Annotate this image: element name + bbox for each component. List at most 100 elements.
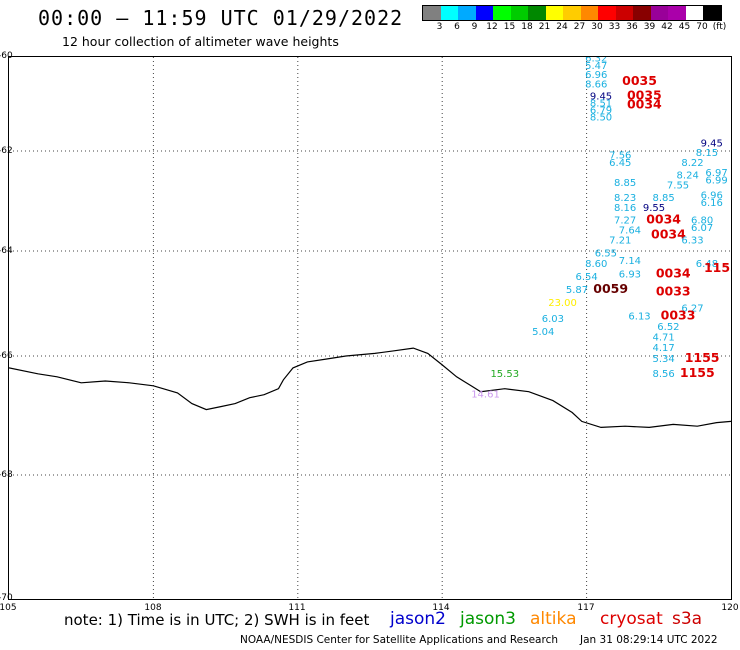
color-scale-label: 18 (521, 22, 533, 32)
satellite-legend-jason2: jason2 (390, 609, 446, 629)
wave-height-label: 6.27 (681, 303, 703, 314)
wave-height-label: 6.16 (701, 198, 723, 209)
x-tick-label: 105 (0, 603, 17, 613)
color-scale-label: 24 (556, 22, 568, 32)
wave-height-label: 8.51 (590, 98, 612, 109)
generated-timestamp: Jan 31 08:29:14 UTC 2022 (580, 634, 718, 646)
color-scale-label: 3 (436, 22, 443, 32)
wave-height-label: 7.55 (667, 181, 689, 192)
wave-height-label: 15.53 (490, 369, 519, 380)
color-scale-swatch (545, 6, 563, 20)
wave-height-label: 8.50 (590, 112, 612, 123)
color-scale-swatch (440, 6, 458, 20)
wave-height-label: 6.96 (701, 191, 723, 202)
color-scale-swatch (703, 6, 721, 20)
wave-height-label: 14.61 (471, 390, 500, 401)
color-scale-label: 15 (503, 22, 516, 32)
wave-height-label: 6.52 (657, 322, 679, 333)
satellite-legend-s3a: s3a (672, 609, 703, 629)
wave-height-label: 6.80 (691, 216, 713, 227)
color-scale-swatch (563, 6, 581, 20)
satellite-legend-cryosat: cryosat (600, 609, 663, 629)
wave-height-label: 7.56 (609, 151, 631, 162)
color-scale-label: 9 (471, 22, 478, 32)
color-scale-label: 30 (591, 22, 603, 32)
wave-height-label: 8.24 (677, 171, 699, 182)
x-tick-label: 108 (144, 603, 162, 613)
credit-line: NOAA/NESDIS Center for Satellite Applica… (240, 634, 558, 646)
color-scale-label: 33 (608, 22, 621, 32)
wave-height-label: 0035 (622, 73, 657, 88)
wave-height-label: 6.93 (619, 269, 641, 280)
wave-height-label: 7.64 (619, 226, 641, 237)
wave-height-label: 4.71 (652, 332, 674, 343)
x-tick-label: 114 (432, 603, 450, 613)
color-scale-bar (422, 5, 722, 21)
wave-height-label: 8.85 (614, 178, 636, 189)
y-tick-label: -60 (0, 51, 13, 61)
wave-height-label: 8.56 (652, 369, 674, 380)
color-scale-swatch (493, 6, 511, 20)
wave-height-label: 6.97 (705, 168, 727, 179)
x-tick-label: 120 (721, 603, 739, 613)
color-scale-swatch (510, 6, 528, 20)
y-tick-label: -70 (0, 593, 13, 603)
wave-height-label: 6.07 (691, 223, 713, 234)
map-canvas: 6.325.476.968.669.458.516.798.5000350035… (8, 54, 739, 599)
wave-height-label: 1155 (685, 350, 720, 365)
color-scale-label: 70 (696, 22, 708, 32)
color-scale-label: 45 (678, 22, 691, 32)
wave-height-label: 8.23 (614, 193, 636, 204)
wave-height-label: 6.79 (590, 105, 612, 116)
wave-height-label: 0035 (627, 87, 662, 102)
color-scale-swatch (633, 6, 651, 20)
wave-height-label: 6.32 (585, 57, 607, 65)
color-scale-swatch (423, 6, 441, 20)
color-scale-labels: 3 6 9 12 15 18 21 24 27 30 33 36 39 42 45 70 (ft) (422, 22, 732, 34)
map-title: 00:00 – 11:59 UTC 01/29/2022 (38, 6, 404, 30)
wave-height-label: 1155 (680, 365, 715, 380)
wave-height-label: 6.96 (585, 70, 607, 81)
wave-height-label: 6.13 (628, 311, 650, 322)
wave-height-label: 8.60 (585, 259, 607, 270)
wave-height-label: 5.34 (652, 354, 674, 365)
wave-height-label: 6.33 (681, 236, 703, 247)
wave-height-label: 5.87 (566, 285, 588, 296)
wave-height-label: 9.45 (590, 91, 612, 102)
color-scale-swatch (475, 6, 493, 20)
wave-height-label: 7.27 (614, 216, 636, 227)
color-scale-swatch (668, 6, 686, 20)
color-scale-swatch (458, 6, 476, 20)
wave-height-label: 8.16 (614, 203, 636, 214)
wave-height-label: 1155 (704, 260, 731, 275)
color-scale-swatch (650, 6, 668, 20)
wave-height-label: 0034 (646, 212, 681, 227)
y-tick-label: -68 (0, 470, 13, 480)
x-tick-label: 111 (288, 603, 306, 613)
wave-height-label: 9.45 (701, 138, 723, 149)
color-scale-label: (ft) (712, 22, 727, 32)
wave-height-label: 0033 (656, 284, 691, 299)
wave-height-label: 6.45 (609, 158, 631, 169)
wave-height-label: 23.00 (548, 298, 577, 309)
wave-height-label: 8.15 (696, 148, 718, 159)
wave-height-label: 0034 (656, 265, 691, 280)
satellite-legend-jason3: jason3 (460, 609, 516, 629)
color-scale-label: 39 (643, 22, 656, 32)
color-scale-swatch (528, 6, 546, 20)
map-plot-area: 6.32 5.47 6.96 8.66 9.45 8.51 6.79 8.50 0035 0035… (8, 54, 739, 600)
color-scale-swatch (685, 6, 703, 20)
map-subtitle: 12 hour collection of altimeter wave hei… (62, 34, 339, 49)
antarctic-coastline (8, 347, 732, 429)
wave-height-label: 8.85 (652, 193, 674, 204)
wave-height-label: 6.48 (696, 259, 718, 270)
color-scale-label: 21 (538, 22, 551, 32)
wave-height-label: 0034 (651, 227, 686, 242)
color-scale-swatch (615, 6, 633, 20)
wave-height-label: 6.03 (542, 314, 564, 325)
color-scale-swatch (598, 6, 616, 20)
y-tick-label: -66 (0, 351, 13, 361)
wave-height-label: 7.21 (609, 236, 631, 247)
wave-height-label: 5.04 (532, 327, 554, 338)
wave-height-label: 4.17 (652, 343, 674, 354)
